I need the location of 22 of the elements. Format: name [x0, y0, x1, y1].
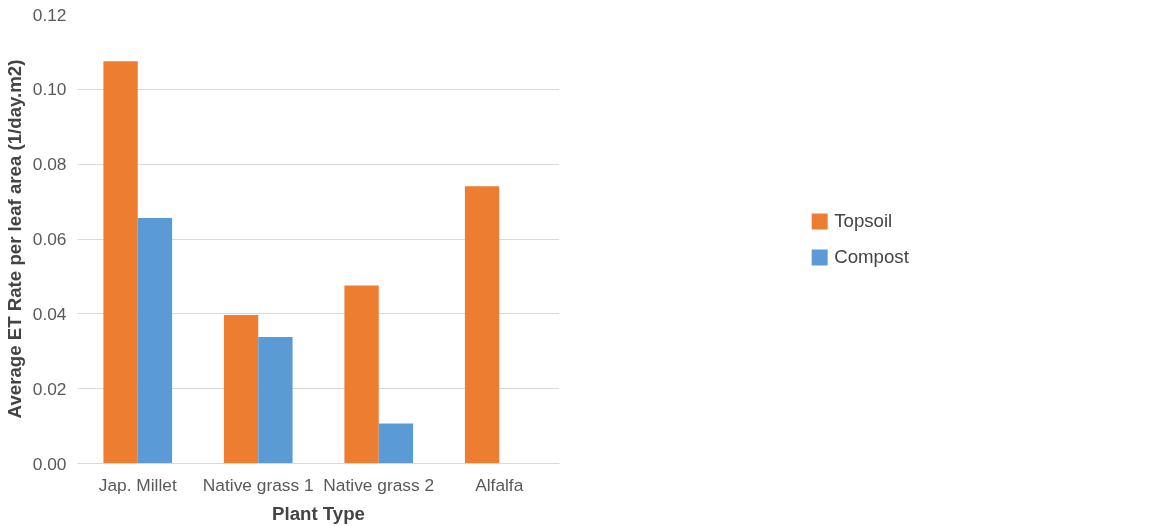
y-tick-label: 0.02: [32, 378, 67, 399]
bar: [378, 423, 414, 464]
bar: [103, 61, 138, 464]
y-tick-label: 0.12: [32, 4, 67, 25]
y-tick-label: 0.00: [32, 453, 67, 474]
bar: [258, 337, 293, 464]
bar: [137, 218, 173, 464]
y-tick-label: 0.04: [32, 303, 67, 324]
x-tick-label: Native grass 2: [323, 474, 435, 495]
y-tick-label: 0.08: [32, 154, 67, 175]
bar: [223, 314, 259, 464]
y-axis-title: Average ET Rate per leaf area (1/day.m2): [3, 59, 25, 419]
x-axis-title: Plant Type: [272, 502, 365, 524]
bar: [464, 186, 500, 464]
y-tick-label: 0.10: [32, 79, 67, 100]
x-tick-label: Alfalfa: [475, 474, 524, 495]
x-tick-label: Jap. Millet: [98, 474, 177, 495]
legend-label: Topsoil: [834, 209, 893, 232]
legend-label: Compost: [834, 245, 909, 268]
bar: [344, 285, 379, 464]
y-tick-label: 0.06: [32, 229, 67, 249]
x-tick-label: Native grass 1: [202, 474, 314, 495]
